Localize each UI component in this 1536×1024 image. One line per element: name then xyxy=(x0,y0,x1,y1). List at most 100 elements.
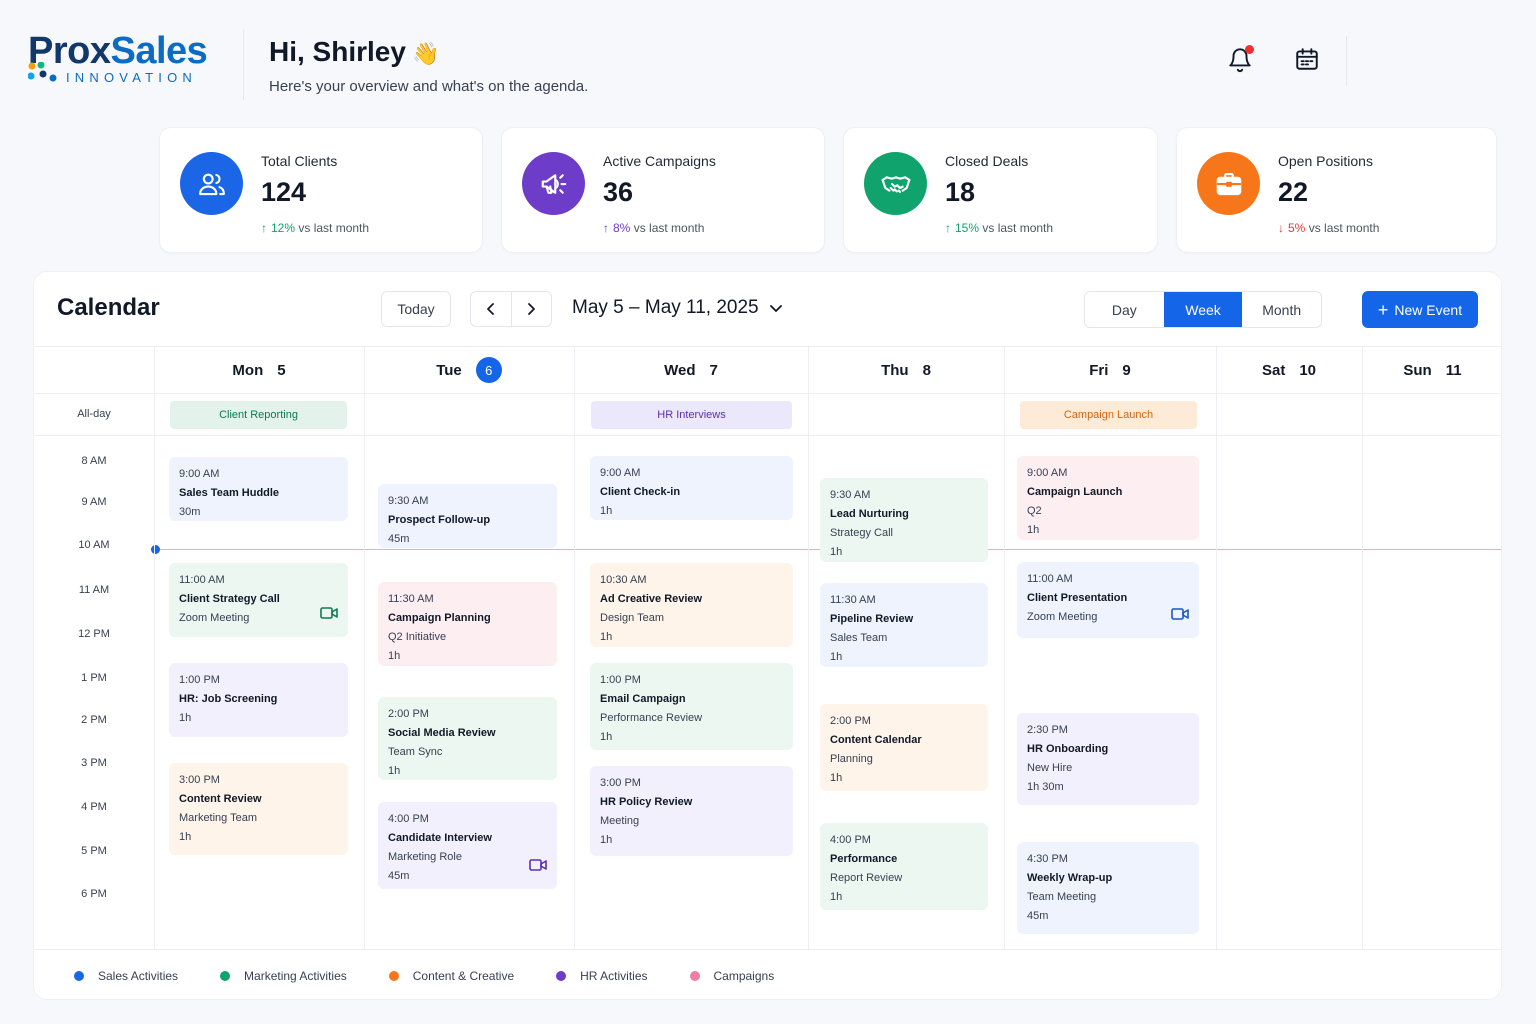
day-number: 7 xyxy=(709,361,718,379)
legend-dot xyxy=(74,970,84,981)
event-time: 4:00 PM xyxy=(388,813,429,825)
event-title: Content Calendar xyxy=(830,734,922,746)
date-range-picker[interactable]: May 5 – May 11, 2025 xyxy=(572,297,783,319)
megaphone-icon xyxy=(522,152,585,215)
event-card[interactable]: 4:00 PM Performance Report Review 1h xyxy=(820,823,988,910)
legend-item[interactable]: Sales Activities xyxy=(74,969,178,983)
event-card[interactable]: 1:00 PM HR: Job Screening 1h xyxy=(169,663,348,737)
event-card[interactable]: 4:30 PM Weekly Wrap-up Team Meeting 45m xyxy=(1017,842,1199,934)
event-card[interactable]: 9:30 AM Lead Nurturing Strategy Call 1h xyxy=(820,478,988,562)
prev-week-button[interactable] xyxy=(471,292,511,326)
briefcase-icon xyxy=(1197,152,1260,215)
legend-item[interactable]: HR Activities xyxy=(556,968,648,983)
page-subtitle: Here's your overview and what's on the a… xyxy=(269,78,589,95)
event-title: Campaign Launch xyxy=(1027,486,1123,498)
event-duration: 1h xyxy=(830,546,843,558)
today-badge: 6 xyxy=(475,357,502,383)
event-card[interactable]: 9:00 AM Sales Team Huddle 30m xyxy=(169,457,348,521)
handshake-icon xyxy=(864,152,927,215)
day-header-tue[interactable]: Tue 6 xyxy=(364,347,574,393)
legend-label: HR Activities xyxy=(580,968,648,983)
brand-tagline: INNOVATION xyxy=(66,70,197,85)
view-month-button[interactable]: Month xyxy=(1262,301,1302,318)
event-card[interactable]: 10:30 AM Ad Creative Review Design Team 1h xyxy=(590,563,793,647)
event-title: Weekly Wrap-up xyxy=(1027,872,1113,884)
view-day-button[interactable]: Day xyxy=(1111,301,1137,318)
day-header-thu[interactable]: Thu 8 xyxy=(808,347,1004,393)
event-card[interactable]: 9:30 AM Prospect Follow-up 45m xyxy=(378,484,557,548)
stat-card-active-campaigns[interactable]: Active Campaigns 36 ↑ 8% vs last month xyxy=(501,127,825,253)
day-header-sun[interactable]: Sun 11 xyxy=(1362,347,1501,393)
event-card[interactable]: 3:00 PM HR Policy Review Meeting 1h xyxy=(590,766,793,856)
grid-divider xyxy=(1216,347,1217,950)
allday-event[interactable]: HR Interviews xyxy=(591,401,792,429)
new-event-button[interactable]: + New Event xyxy=(1362,291,1478,328)
notification-dot xyxy=(1245,45,1254,54)
video-camera-icon[interactable] xyxy=(529,858,547,879)
event-card[interactable]: 11:00 AM Client Strategy Call Zoom Meeting xyxy=(169,563,348,637)
event-duration: 1h xyxy=(830,891,843,903)
event-duration: 1h xyxy=(179,831,192,843)
grid-divider xyxy=(34,393,1501,394)
legend-label: Campaigns xyxy=(713,968,775,983)
day-header-wed[interactable]: Wed 7 xyxy=(574,347,808,393)
next-week-button[interactable] xyxy=(510,292,551,326)
event-card[interactable]: 9:00 AM Client Check-in 1h xyxy=(590,456,793,520)
legend-dot xyxy=(220,970,231,981)
event-title: Social Media Review xyxy=(388,727,496,739)
event-card[interactable]: 11:30 AM Campaign Planning Q2 Initiative 1h xyxy=(378,582,557,666)
event-subtitle: Zoom Meeting xyxy=(1027,611,1098,623)
video-camera-icon[interactable] xyxy=(1171,607,1189,628)
event-card[interactable]: 11:30 AM Pipeline Review Sales Team 1h xyxy=(820,583,988,667)
view-week-button[interactable]: Week xyxy=(1163,292,1243,327)
event-title: Prospect Follow-up xyxy=(388,514,491,526)
event-card[interactable]: 1:00 PM Email Campaign Performance Review 1… xyxy=(590,663,793,750)
week-nav xyxy=(470,291,552,327)
day-header-sat[interactable]: Sat 10 xyxy=(1216,347,1362,393)
notifications-button[interactable] xyxy=(1223,42,1257,76)
stat-trend: ↑ 15% vs last month xyxy=(945,221,1053,235)
event-subtitle: New Hire xyxy=(1027,762,1073,774)
grid-divider xyxy=(34,435,1501,436)
event-duration: 1h xyxy=(600,505,613,517)
legend-dot xyxy=(689,970,700,981)
allday-event[interactable]: Client Reporting xyxy=(170,401,347,429)
event-card[interactable]: 11:00 AM Client Presentation Zoom Meeting xyxy=(1017,562,1199,638)
event-duration: 1h xyxy=(600,631,613,643)
event-duration: 30m xyxy=(179,506,201,518)
calendar-button[interactable] xyxy=(1290,42,1324,76)
day-number: 9 xyxy=(1122,361,1131,379)
legend-item[interactable]: Campaigns xyxy=(689,968,775,983)
legend-item[interactable]: Marketing Activities xyxy=(220,969,347,983)
chevron-left-icon xyxy=(487,303,494,315)
stat-trend-pct: 15% xyxy=(955,221,980,235)
event-time: 1:00 PM xyxy=(179,674,220,686)
stat-card-total-clients[interactable]: Total Clients 124 ↑ 12% vs last month xyxy=(159,127,483,253)
legend-item[interactable]: Content & Creative xyxy=(388,969,514,983)
event-time: 11:30 AM xyxy=(388,593,434,605)
event-card[interactable]: 2:00 PM Social Media Review Team Sync 1h xyxy=(378,697,557,780)
event-card[interactable]: 3:00 PM Content Review Marketing Team 1h xyxy=(169,763,348,855)
day-header-mon[interactable]: Mon 5 xyxy=(154,347,364,393)
legend-dot xyxy=(556,970,567,981)
current-time-dot xyxy=(151,545,160,554)
today-button[interactable]: Today xyxy=(381,291,451,327)
allday-event[interactable]: Campaign Launch xyxy=(1020,401,1197,429)
video-camera-icon[interactable] xyxy=(320,606,338,627)
stat-label: Open Positions xyxy=(1278,153,1373,169)
day-header-fri[interactable]: Fri 9 xyxy=(1004,347,1216,393)
event-card[interactable]: 2:30 PM HR Onboarding New Hire 1h 30m xyxy=(1017,713,1199,805)
legend-dot xyxy=(388,970,399,981)
event-card[interactable]: 4:00 PM Candidate Interview Marketing Role… xyxy=(378,802,557,889)
stat-label: Closed Deals xyxy=(945,153,1029,169)
event-card[interactable]: 2:00 PM Content Calendar Planning 1h xyxy=(820,704,988,791)
stat-card-closed-deals[interactable]: Closed Deals 18 ↑ 15% vs last month xyxy=(843,127,1158,253)
time-label: 4 PM xyxy=(81,801,107,813)
event-card[interactable]: 9:00 AM Campaign Launch Q2 1h xyxy=(1017,456,1199,540)
brand-logo[interactable]: ProxSales INNOVATION xyxy=(28,32,228,92)
day-number: 10 xyxy=(1299,361,1317,379)
stat-card-open-positions[interactable]: Open Positions 22 ↓ 5% vs last month xyxy=(1176,127,1497,253)
event-time: 4:00 PM xyxy=(830,834,871,846)
event-subtitle: Marketing Team xyxy=(179,812,258,824)
grid-divider xyxy=(808,347,809,950)
